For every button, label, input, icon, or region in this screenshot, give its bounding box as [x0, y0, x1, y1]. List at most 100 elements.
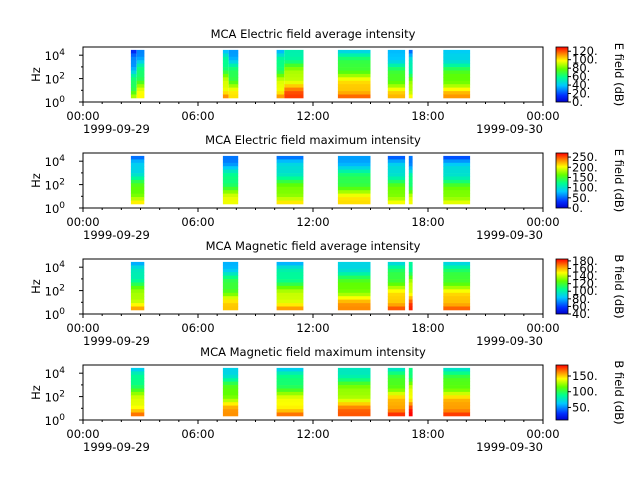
block-cell — [443, 53, 471, 58]
block-cell — [443, 275, 471, 280]
x-tick-label: 12:00 — [296, 215, 329, 229]
x-tick-label: 00:00 — [526, 321, 559, 335]
block-cell — [387, 73, 406, 78]
y-tick-label: 104 — [45, 260, 66, 275]
date-right: 1999-09-30 — [476, 440, 543, 454]
block-cell — [136, 80, 145, 85]
block-cell — [337, 91, 371, 95]
y-tick-exponent: 4 — [59, 48, 65, 58]
block-cell — [130, 169, 145, 174]
block-cell — [130, 402, 145, 406]
block-cell — [222, 200, 239, 205]
block-cell — [222, 176, 239, 181]
block-cell — [387, 371, 406, 376]
y-tick-label: 104 — [45, 154, 66, 169]
block-cell — [222, 159, 239, 164]
block-cell — [387, 296, 406, 300]
date-right: 1999-09-30 — [476, 228, 543, 242]
block-cell — [130, 183, 145, 188]
block-cell — [337, 275, 371, 280]
spectrogram-blocks — [130, 261, 471, 311]
block-cell — [136, 70, 145, 75]
block-cell — [387, 183, 406, 188]
data-block — [130, 49, 137, 99]
y-tick-base: 10 — [45, 391, 60, 405]
block-cell — [443, 176, 471, 181]
date-left: 1999-09-29 — [83, 122, 150, 136]
block-cell — [408, 155, 413, 160]
block-cell — [222, 56, 229, 61]
block-cell — [228, 60, 239, 64]
y-tick-exponent: 0 — [59, 201, 65, 211]
block-cell — [130, 190, 145, 194]
block-cell — [337, 162, 371, 167]
block-cell — [443, 91, 471, 95]
block-cell — [408, 183, 413, 188]
block-cell — [443, 84, 471, 88]
block-cell — [387, 49, 406, 54]
block-cell — [276, 49, 285, 54]
block-cell — [130, 371, 145, 376]
y-tick-base: 10 — [45, 155, 60, 169]
y-tick-exponent: 2 — [59, 284, 65, 294]
block-cell — [228, 53, 239, 58]
block-cell — [387, 193, 406, 198]
block-cell — [130, 166, 145, 170]
block-cell — [284, 77, 304, 82]
colorbar-tick-label: 40. — [572, 78, 590, 92]
block-cell — [276, 190, 304, 194]
block-cell — [276, 176, 304, 181]
y-tick-label: 102 — [45, 72, 65, 87]
block-cell — [222, 371, 239, 376]
block-cell — [408, 412, 413, 417]
colorbar-tick-label: 120. — [572, 44, 598, 58]
block-cell — [443, 388, 471, 393]
block-cell — [136, 56, 145, 61]
block-cell — [337, 84, 371, 88]
block-cell — [408, 77, 413, 82]
block-cell — [222, 87, 229, 92]
block-cell — [408, 200, 413, 205]
block-cell — [408, 94, 413, 99]
block-cell — [387, 405, 406, 410]
block-cell — [387, 63, 406, 68]
block-cell — [136, 77, 145, 82]
block-cell — [443, 385, 471, 389]
block-cell — [222, 268, 239, 273]
data-block — [228, 49, 239, 99]
block-cell — [130, 60, 137, 64]
plot-frame — [82, 364, 544, 421]
block-cell — [284, 53, 304, 58]
block-cell — [130, 49, 137, 54]
block-cell — [408, 289, 413, 294]
block-cell — [337, 49, 371, 54]
block-cell — [408, 398, 413, 403]
block-cell — [443, 374, 471, 379]
y-tick-label: 100 — [45, 413, 66, 428]
block-cell — [387, 80, 406, 85]
block-cell — [443, 285, 471, 290]
block-cell — [387, 292, 406, 297]
block-cell — [337, 374, 371, 379]
block-cell — [136, 49, 145, 54]
block-cell — [276, 80, 285, 85]
block-cell — [222, 306, 239, 311]
x-tick-label: 00:00 — [526, 427, 559, 441]
block-cell — [130, 193, 145, 198]
block-cell — [337, 60, 371, 64]
block-cell — [284, 80, 304, 85]
block-cell — [222, 173, 239, 177]
block-cell — [276, 272, 304, 276]
block-cell — [222, 285, 239, 290]
block-cell — [130, 261, 145, 266]
data-block — [222, 155, 239, 205]
block-cell — [408, 303, 413, 307]
block-cell — [443, 56, 471, 61]
y-tick-base: 10 — [45, 308, 60, 322]
block-cell — [130, 289, 145, 294]
x-tick-label: 06:00 — [181, 321, 214, 335]
block-cell — [387, 155, 406, 160]
block-cell — [443, 398, 471, 403]
block-cell — [443, 292, 471, 297]
